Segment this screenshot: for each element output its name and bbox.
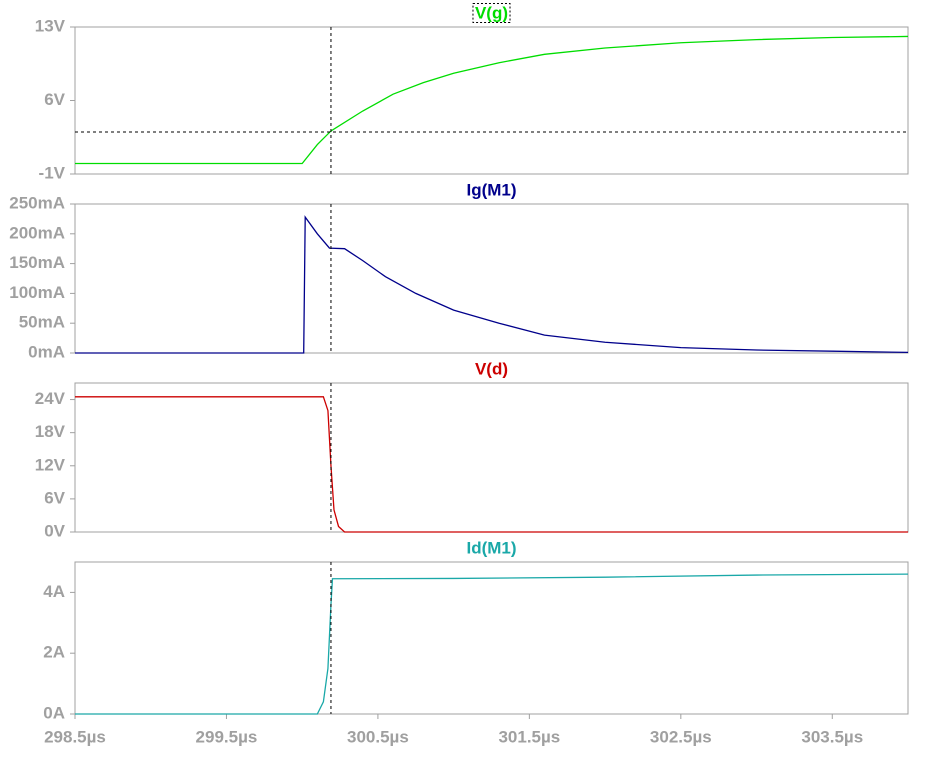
trace-title: Ig(M1): [466, 180, 516, 199]
y-tick-label: 50mA: [19, 313, 65, 332]
y-tick-label: 24V: [35, 389, 66, 408]
x-tick-label: 303.5µs: [801, 727, 863, 746]
trace: [75, 215, 909, 354]
y-tick-label: 150mA: [9, 253, 65, 272]
y-tick-label: 2A: [43, 643, 65, 662]
y-tick-label: 6V: [44, 90, 65, 109]
y-tick-label: 0mA: [28, 342, 65, 361]
x-tick-label: 299.5µs: [196, 727, 258, 746]
trace: [75, 35, 909, 165]
trace: [75, 573, 909, 715]
x-tick-label: 301.5µs: [498, 727, 560, 746]
y-tick-label: 0A: [43, 703, 65, 722]
y-tick-label: 12V: [35, 455, 66, 474]
y-tick-label: -1V: [39, 163, 66, 182]
y-tick-label: 0V: [44, 521, 65, 540]
y-tick-label: 13V: [35, 16, 66, 35]
trace-title: Id(M1): [466, 538, 516, 557]
y-tick-label: 18V: [35, 422, 66, 441]
trace-title: V(d): [475, 359, 508, 378]
trace: [75, 396, 908, 533]
y-tick-label: 100mA: [9, 283, 65, 302]
plot-frame: [74, 382, 909, 533]
plot-frame: [74, 561, 909, 715]
trace-title: V(g): [475, 3, 508, 22]
plot-frame: [74, 26, 909, 175]
plot-frame: [74, 203, 909, 354]
x-tick-label: 298.5µs: [44, 727, 106, 746]
y-tick-label: 6V: [44, 488, 65, 507]
y-tick-label: 250mA: [9, 193, 65, 212]
x-tick-label: 300.5µs: [347, 727, 409, 746]
y-tick-label: 200mA: [9, 223, 65, 242]
x-tick-label: 302.5µs: [650, 727, 712, 746]
y-tick-label: 4A: [43, 582, 65, 601]
